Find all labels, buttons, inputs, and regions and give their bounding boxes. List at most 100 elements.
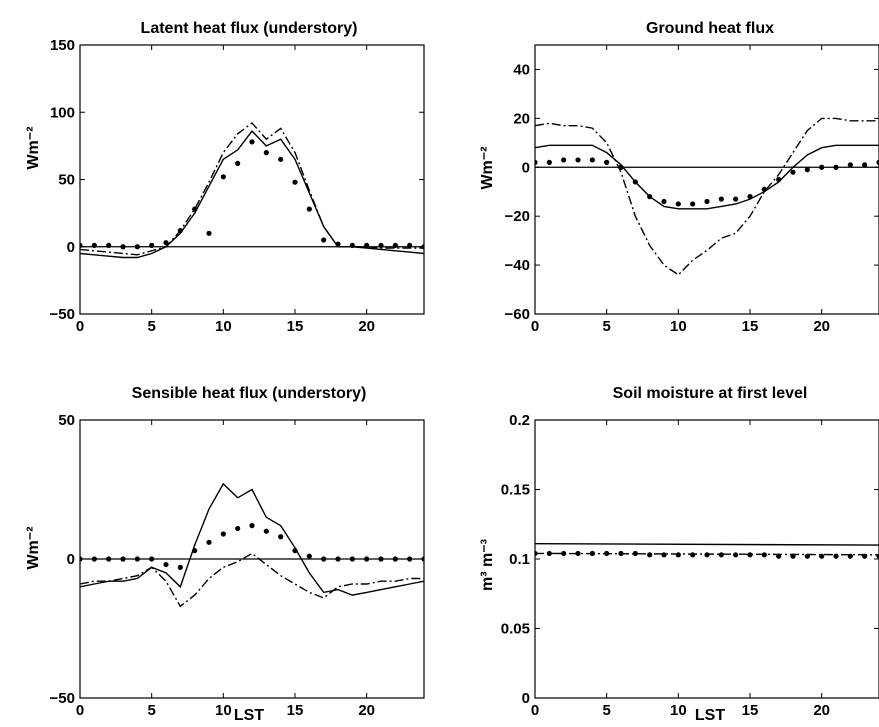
series-dotted-point	[661, 198, 667, 205]
x-axis-label: LST	[695, 707, 725, 724]
chart-plot-area: 0 5 10 15 20 0 0.05 0.1 0.15 0.2	[501, 412, 879, 719]
series-dotted-point	[192, 548, 198, 554]
series-dotted-point	[847, 553, 853, 559]
series-dotted-point	[589, 157, 595, 163]
series-dotted-point	[349, 556, 355, 562]
series-dotted-point	[675, 201, 681, 207]
series-dotted-point	[235, 525, 241, 532]
series-dotted-point	[163, 240, 169, 246]
series-dotted-point	[790, 553, 796, 559]
series-dotted-point	[177, 564, 183, 570]
series-dotted-point	[80, 556, 83, 562]
y-tick-label: −60	[505, 306, 530, 323]
series-dotted-point	[819, 164, 825, 170]
series-dotted-point	[206, 230, 212, 236]
series-dotted-point	[292, 179, 298, 185]
x-tick-label: 10	[670, 318, 687, 335]
series-dotted-point	[364, 556, 370, 562]
series-dotted-point	[876, 553, 879, 559]
x-tick-label: 5	[602, 318, 610, 335]
x-tick-label: 15	[742, 702, 759, 719]
series-dotted-point	[690, 201, 696, 207]
y-axis-label: m³ m⁻³	[479, 539, 496, 591]
y-axis-label: Wm⁻²	[25, 126, 42, 169]
series-dotted-point	[335, 241, 341, 247]
series-dotted-point	[235, 160, 241, 166]
series-dotted-point	[862, 553, 868, 559]
series-dashdot-line	[80, 122, 424, 256]
series-dotted-point	[120, 556, 126, 562]
series-dotted-point	[747, 552, 753, 558]
y-tick-label: 0.05	[501, 621, 530, 638]
series-dotted-point	[263, 150, 269, 156]
series-dotted-point	[249, 523, 255, 529]
series-dotted-point	[278, 534, 284, 540]
series-dotted-point	[561, 550, 567, 557]
series-dotted-point	[618, 550, 624, 557]
x-tick-label: 5	[147, 318, 155, 335]
series-dotted-point	[733, 196, 739, 202]
series-dotted-point	[862, 162, 868, 168]
x-tick-label: 20	[813, 702, 830, 719]
series-dotted-point	[675, 552, 681, 558]
series-dotted-point	[535, 159, 538, 165]
series-dotted-point	[604, 550, 610, 557]
x-tick-label: 10	[670, 702, 687, 719]
y-axis-label: Wm⁻²	[479, 146, 496, 189]
series-dotted-point	[632, 550, 638, 557]
x-tick-label: 15	[287, 318, 304, 335]
y-tick-label: 40	[513, 61, 530, 78]
panel-ground-heat-flux: Ground heat flux Wm⁻²	[479, 20, 774, 190]
panel-title: Ground heat flux	[646, 20, 774, 37]
series-dotted-point	[618, 164, 624, 170]
series-dotted-point	[335, 556, 341, 562]
y-tick-label: 0.15	[501, 482, 530, 499]
series-dotted-point	[134, 556, 140, 562]
series-solid-line	[535, 144, 879, 210]
axes-frame	[79, 44, 425, 315]
series-dotted-point	[292, 548, 298, 554]
x-tick-label: 20	[358, 318, 375, 335]
chart-plot-area: 0 5 10 15 20 −60 −40 −20 0 20 40	[505, 44, 879, 335]
series-dotted-point	[306, 553, 312, 559]
series-dotted-point	[847, 162, 853, 168]
series-dotted-point	[747, 194, 753, 200]
series-dotted-point	[790, 169, 796, 175]
series-dotted-point	[321, 556, 327, 562]
x-tick-label: 15	[287, 702, 304, 719]
x-tick-label: 0	[531, 702, 539, 719]
series-dotted-point	[163, 561, 169, 568]
series-dotted-point	[378, 242, 384, 249]
series-dotted-point	[407, 242, 413, 249]
series-dotted-point	[604, 159, 610, 165]
series-dotted-point	[690, 552, 696, 558]
y-tick-label: 0	[522, 159, 530, 176]
series-dotted-point	[306, 206, 312, 212]
series-group	[80, 122, 424, 259]
series-dotted-point	[263, 528, 269, 534]
y-tick-label: 0	[522, 690, 530, 707]
series-dotted-point	[321, 237, 327, 243]
panel-sensible-heat-flux: Sensible heat flux (understory) Wm⁻² LST	[25, 385, 366, 724]
series-dotted-point	[421, 556, 424, 562]
series-dotted-point	[733, 552, 739, 558]
series-dotted-point	[149, 556, 155, 562]
panel-soil-moisture: Soil moisture at first level m³ m⁻³ LST	[479, 385, 807, 724]
series-dotted-point	[647, 552, 653, 558]
series-dotted-point	[134, 244, 140, 250]
y-tick-label: 150	[50, 37, 75, 54]
y-tick-label: 0	[67, 239, 75, 256]
panel-latent-heat-flux: Latent heat flux (understory) Wm⁻²	[25, 20, 357, 170]
y-tick-label: 0.1	[509, 551, 530, 568]
series-dotted-point	[220, 531, 226, 537]
series-dotted-point	[632, 179, 638, 185]
y-tick-label: −50	[50, 690, 75, 707]
x-tick-label: 20	[358, 702, 375, 719]
panel-title: Latent heat flux (understory)	[141, 20, 358, 37]
series-dotted-point	[546, 159, 552, 165]
y-axis-label: Wm⁻²	[25, 526, 42, 569]
series-dotted-point	[80, 242, 83, 249]
series-dotted-point	[776, 176, 782, 183]
